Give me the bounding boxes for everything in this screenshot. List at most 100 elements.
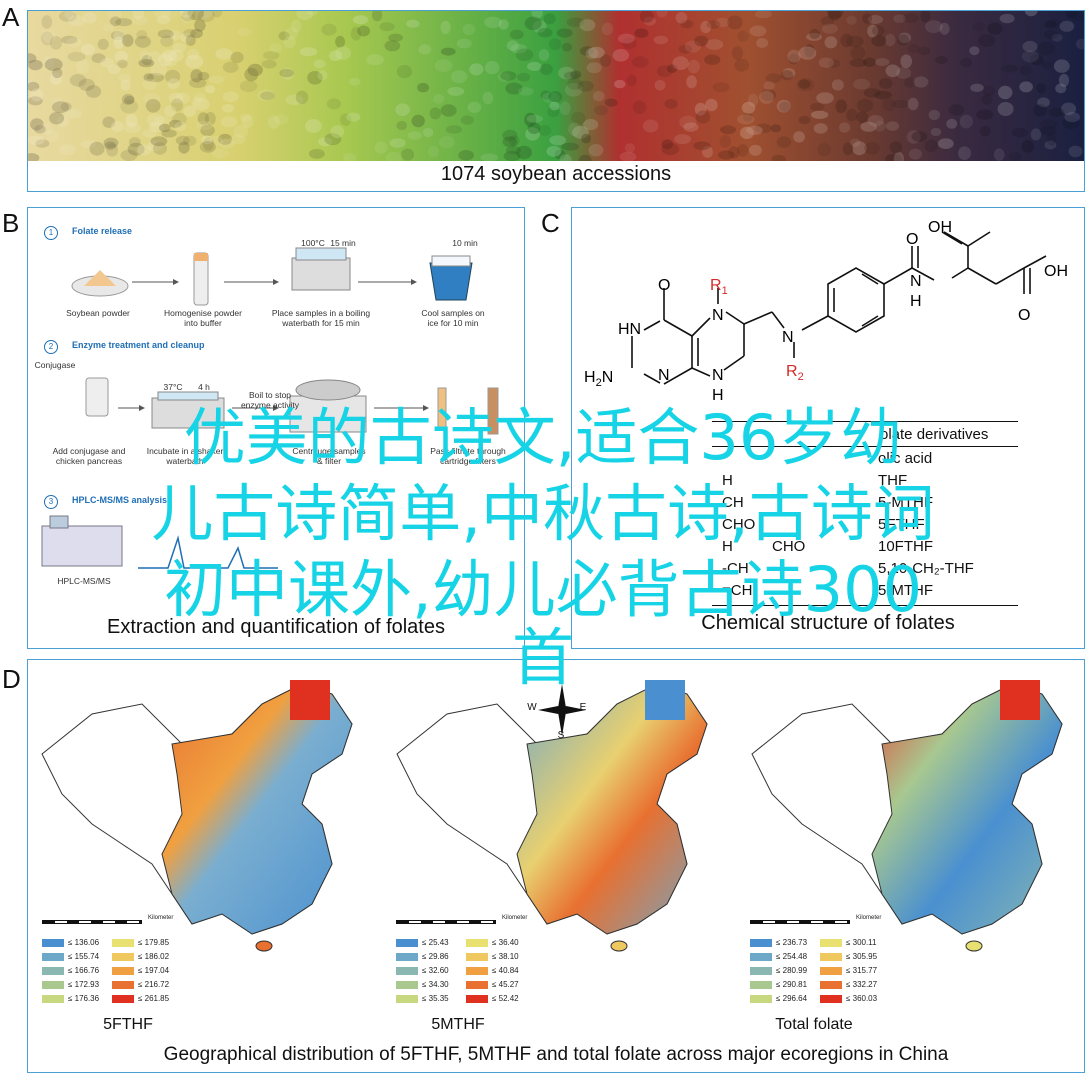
- bean-texture: [28, 96, 43, 106]
- legend-entry: ≤ 216.72: [112, 980, 169, 994]
- table-cell: olic acid: [878, 450, 933, 467]
- bean-texture: [776, 99, 792, 113]
- legend-value: ≤ 45.27: [492, 980, 519, 989]
- table-cell: 10FTHF: [878, 538, 934, 555]
- legend-value: ≤ 332.27: [846, 980, 878, 989]
- bean-texture: [132, 11, 144, 20]
- atom-n5: N: [712, 307, 724, 324]
- bean-texture: [1019, 65, 1032, 76]
- bean-texture: [307, 71, 323, 85]
- label-shaker: Incubate in a shaker waterbath: [146, 446, 224, 466]
- bean-texture: [705, 98, 718, 112]
- bean-texture: [893, 14, 906, 23]
- bean-texture: [285, 94, 304, 106]
- bean-texture: [579, 46, 594, 56]
- bean-texture: [939, 22, 950, 35]
- bean-texture: [239, 113, 252, 122]
- bean-texture: [159, 31, 176, 45]
- legend-entry: ≤ 136.06: [42, 938, 99, 952]
- bean-texture: [440, 104, 457, 117]
- bean-texture: [343, 152, 356, 161]
- map-label-5fthf: 5FTHF: [103, 1016, 153, 1033]
- bean-texture: [863, 57, 877, 67]
- bean-texture: [120, 99, 139, 114]
- bean-texture: [993, 148, 1005, 161]
- bean-texture: [997, 102, 1014, 116]
- legend-value: ≤ 290.81: [776, 980, 808, 989]
- bean-texture: [169, 30, 181, 41]
- bean-texture: [1022, 40, 1038, 53]
- bean-texture: [46, 129, 59, 142]
- bean-texture: [237, 27, 252, 37]
- legend-value: ≤ 261.85: [138, 994, 170, 1003]
- bean-texture: [679, 115, 697, 129]
- bean-texture: [185, 34, 196, 46]
- bean-texture: [970, 83, 984, 93]
- bean-texture: [925, 20, 943, 33]
- bean-texture: [765, 73, 782, 84]
- atom-r2: R2: [786, 363, 804, 383]
- bean-texture: [798, 46, 817, 60]
- bean-texture: [204, 112, 216, 126]
- bean-texture: [867, 115, 884, 127]
- bean-texture: [793, 131, 805, 143]
- bean-texture: [737, 30, 749, 42]
- bean-texture: [296, 11, 313, 20]
- bean-texture: [619, 151, 637, 161]
- bean-texture: [269, 43, 283, 53]
- legend-swatch: [466, 980, 488, 989]
- label-4h: 4 h: [198, 382, 210, 392]
- bean-texture: [49, 112, 65, 125]
- bean-texture: [161, 49, 177, 61]
- bean-texture: [222, 91, 239, 102]
- bean-texture: [109, 16, 122, 27]
- bean-texture: [260, 91, 275, 101]
- bean-texture: [678, 44, 693, 54]
- bean-texture: [930, 127, 942, 137]
- compass-s: S: [557, 730, 565, 741]
- legend-swatch: [750, 966, 772, 975]
- bean-texture: [1051, 33, 1063, 42]
- legend-entry: ≤ 360.03: [820, 994, 877, 1008]
- bean-texture: [59, 144, 76, 156]
- legend-value: ≤ 34.30: [422, 980, 449, 989]
- bean-texture: [578, 154, 592, 161]
- bean-texture: [306, 11, 318, 16]
- bean-texture: [456, 38, 472, 49]
- bean-texture: [261, 59, 277, 69]
- bean-texture: [810, 102, 825, 112]
- legend-value: ≤ 315.77: [846, 966, 878, 975]
- scale-bar-1: [42, 920, 142, 924]
- bean-texture: [445, 125, 463, 134]
- bean-texture: [460, 115, 474, 125]
- bean-texture: [776, 136, 792, 148]
- bean-texture: [58, 11, 77, 22]
- bean-texture: [787, 49, 801, 63]
- label-conjugase: Conjugase: [34, 360, 76, 370]
- legend-value: ≤ 300.11: [846, 938, 877, 947]
- bean-texture: [537, 27, 553, 38]
- bean-texture: [185, 54, 204, 69]
- bean-texture: [194, 19, 206, 32]
- bean-texture: [66, 37, 82, 48]
- label-hplc: HPLC-MS/MS: [57, 576, 111, 586]
- bean-texture: [896, 34, 909, 46]
- bean-texture: [999, 13, 1015, 24]
- bean-texture: [839, 122, 851, 133]
- bean-texture: [91, 53, 106, 64]
- bean-texture: [110, 30, 125, 41]
- bean-texture: [561, 42, 572, 52]
- bean-texture: [329, 50, 342, 62]
- bean-texture: [867, 15, 884, 24]
- atom-n-amide: N: [910, 273, 922, 290]
- bean-texture: [60, 35, 78, 44]
- atom-oh-right: OH: [1044, 263, 1068, 280]
- legend-swatch: [820, 994, 842, 1003]
- bean-texture: [1044, 140, 1057, 150]
- bean-texture: [907, 43, 920, 54]
- step-1-title: Folate release: [72, 226, 133, 236]
- bean-texture: [661, 143, 680, 156]
- bean-texture: [1011, 127, 1028, 138]
- label-centrifuge: Centrifuge samples & filter: [292, 446, 366, 466]
- bean-texture: [57, 115, 69, 128]
